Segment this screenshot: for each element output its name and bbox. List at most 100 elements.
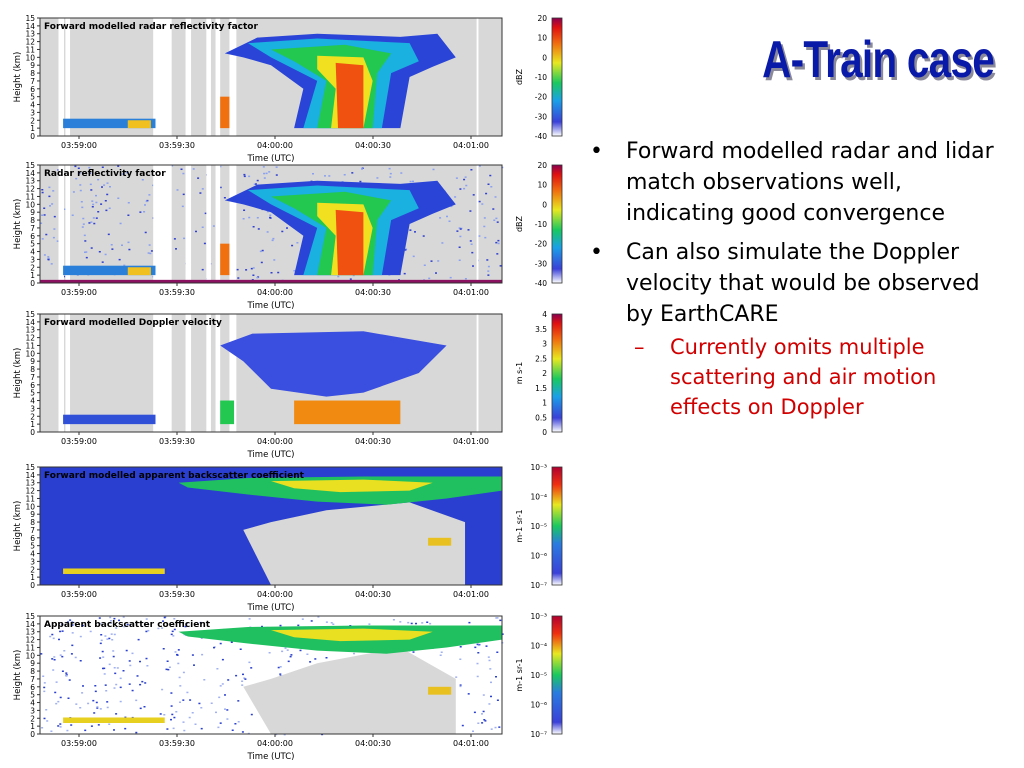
noise-speckle [261, 249, 264, 252]
noise-speckle [63, 208, 66, 210]
noise-speckle [97, 724, 100, 726]
noise-speckle [145, 657, 148, 660]
noise-speckle [496, 617, 499, 619]
noise-speckle [119, 686, 122, 689]
y-tick-label: 9 [30, 61, 35, 70]
colorbar-tick-label: 3.5 [535, 325, 547, 334]
noise-speckle [469, 240, 472, 242]
noise-speckle [125, 171, 128, 174]
noise-speckle [309, 661, 312, 663]
noise-speckle [472, 730, 474, 732]
noise-speckle [201, 188, 204, 190]
y-tick-label: 15 [25, 463, 35, 472]
noise-speckle [284, 647, 287, 649]
x-tick-label: 03:59:00 [61, 437, 97, 446]
noise-speckle [57, 700, 60, 703]
noise-speckle [115, 627, 118, 629]
noise-speckle [145, 200, 148, 203]
noise-speckle [58, 638, 60, 641]
y-tick-label: 14 [25, 471, 35, 480]
colorbar-unit: m-1 sr-1 [515, 658, 524, 691]
y-tick-label: 1 [30, 271, 35, 280]
x-tick-label: 03:59:00 [61, 590, 97, 599]
noise-speckle [454, 196, 457, 198]
noise-speckle [483, 719, 486, 721]
noise-speckle [115, 713, 118, 715]
y-tick-label: 0 [30, 428, 35, 437]
noise-speckle [99, 622, 102, 625]
y-tick-label: 1 [30, 722, 35, 731]
noise-speckle [486, 259, 489, 261]
noise-speckle [256, 217, 259, 219]
y-tick-label: 10 [25, 651, 35, 660]
noise-speckle [95, 201, 98, 204]
x-tick-label: 04:00:00 [257, 288, 293, 297]
panel-1: Forward modelled radar reflectivity fact… [13, 14, 563, 164]
colorbar-tick-label: -40 [535, 132, 547, 141]
y-tick-label: 3 [30, 255, 35, 264]
noise-speckle [250, 267, 253, 270]
noise-speckle [173, 238, 176, 240]
noise-speckle [470, 243, 473, 245]
noise-speckle [94, 690, 97, 693]
noise-speckle [170, 633, 173, 636]
noise-speckle [48, 195, 51, 198]
noise-speckle [148, 244, 151, 246]
noise-speckle [59, 726, 62, 728]
noise-speckle [143, 211, 146, 213]
noise-speckle [252, 226, 255, 228]
noise-speckle [106, 701, 109, 703]
noise-speckle [106, 193, 109, 196]
noise-speckle [487, 183, 490, 185]
noise-speckle [194, 723, 197, 725]
noise-speckle [90, 247, 93, 249]
noise-speckle [200, 727, 203, 730]
noise-speckle [252, 267, 255, 269]
noise-speckle [119, 677, 122, 680]
plot-frame [39, 615, 503, 735]
y-tick-label: 1 [30, 573, 35, 582]
bullet-text: Forward modelled radar and lidar match o… [626, 139, 994, 226]
noise-speckle [392, 619, 395, 621]
noise-speckle [499, 265, 502, 267]
noise-speckle [67, 697, 70, 699]
data-gap [206, 314, 211, 432]
noise-speckle [175, 248, 177, 250]
noise-speckle [71, 644, 74, 647]
noise-speckle [131, 652, 134, 655]
noise-speckle [353, 652, 355, 655]
noise-speckle [270, 272, 273, 274]
noise-speckle [92, 217, 95, 219]
noise-speckle [98, 251, 101, 253]
noise-speckle [234, 723, 237, 725]
noise-speckle [144, 204, 146, 206]
noise-speckle [185, 622, 188, 625]
noise-speckle [51, 203, 54, 205]
noise-speckle [243, 677, 246, 679]
noise-speckle [103, 673, 106, 675]
noise-speckle [388, 167, 391, 170]
data-gap [206, 18, 211, 136]
noise-speckle [121, 244, 123, 246]
x-tick-label: 03:59:30 [159, 590, 195, 599]
noise-speckle [161, 627, 164, 629]
noise-speckle [117, 197, 120, 199]
y-tick-label: 4 [30, 397, 35, 406]
noise-speckle [237, 721, 240, 723]
y-tick-label: 2 [30, 565, 35, 574]
noise-speckle [102, 656, 105, 658]
noise-speckle [75, 703, 78, 705]
noise-speckle [124, 716, 127, 719]
noise-speckle [412, 651, 415, 653]
noise-speckle [293, 270, 296, 272]
noise-speckle [489, 174, 492, 177]
noise-speckle [101, 166, 104, 168]
noise-speckle [53, 215, 56, 218]
noise-speckle [139, 660, 141, 663]
noise-speckle [481, 713, 483, 715]
noise-speckle [79, 707, 82, 709]
x-tick-label: 04:01:00 [453, 739, 489, 748]
colorbar [551, 17, 563, 137]
noise-speckle [161, 688, 164, 691]
noise-speckle [459, 235, 462, 238]
